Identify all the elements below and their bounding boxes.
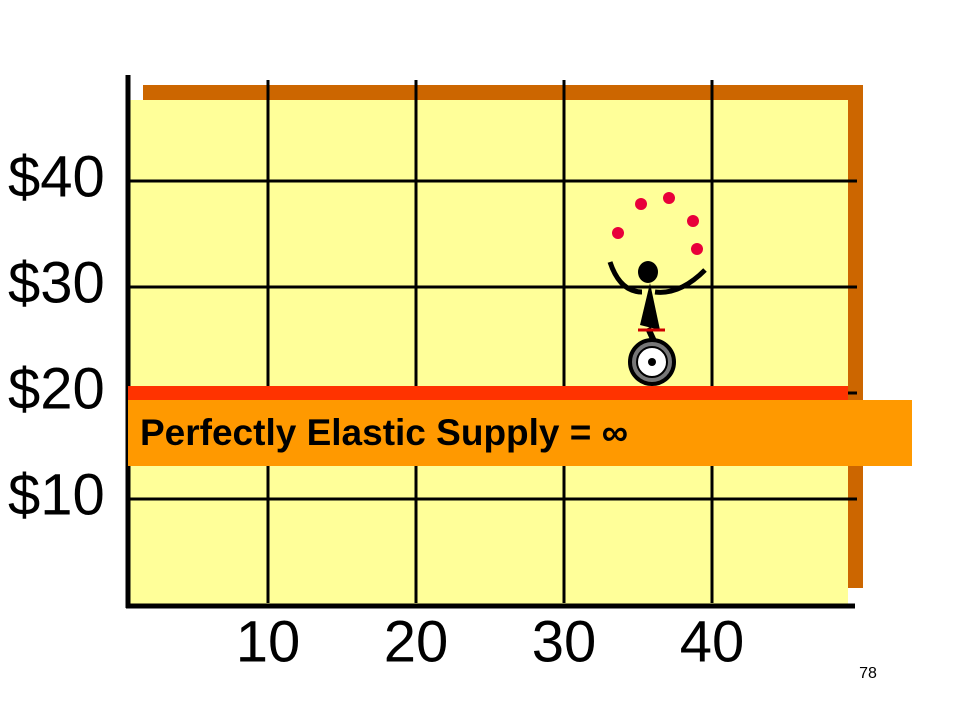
x-tick-label: 20 <box>384 609 449 674</box>
y-tick-label: $40 <box>8 144 105 209</box>
y-tick-label: $20 <box>8 356 105 421</box>
page-number: 78 <box>859 665 877 682</box>
annotation-box <box>128 400 912 466</box>
juggler-clipart <box>607 192 707 386</box>
y-tick-label: $10 <box>8 462 105 527</box>
plot-area <box>128 100 848 605</box>
y-tick-label: $30 <box>8 250 105 315</box>
annotation: Perfectly Elastic Supply = ∞ <box>140 412 628 453</box>
x-tick-label: 40 <box>680 609 745 674</box>
x-tick-label: 10 <box>236 609 301 674</box>
x-tick-label: 30 <box>532 609 597 674</box>
